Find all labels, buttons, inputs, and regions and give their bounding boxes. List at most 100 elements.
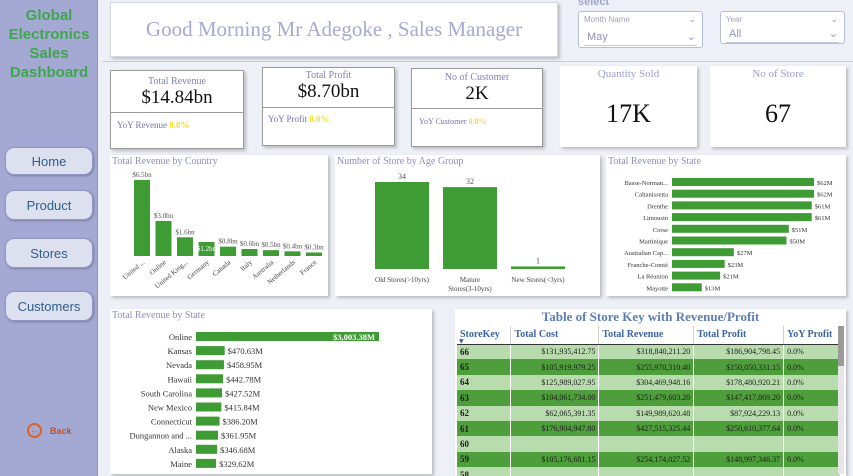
sort-desc-icon[interactable]: ▼ (459, 338, 464, 345)
category-tick-label: Italy (239, 258, 254, 273)
state-bar (672, 283, 702, 292)
table-row[interactable]: 63 $104,061,734.00 $251,479,603.20 $147,417… (457, 390, 841, 406)
chevron-down-icon[interactable]: ⌄ (686, 30, 696, 43)
state-bar (196, 346, 225, 356)
table-cell: 63 (457, 390, 512, 406)
table-cell: $62,065,391.35 (510, 405, 600, 421)
table-row[interactable]: 64 $125,989,027.95 $304,469,948.16 $178,480… (457, 374, 841, 391)
table-cell: $251,479,603.20 (598, 390, 695, 406)
year-slicer[interactable]: Year ⌄ All ⌄ (720, 11, 845, 44)
bar-data-label: 1 (536, 256, 540, 265)
greeting-text: Good Morning Mr Adegoke , Sales Manager (145, 17, 523, 41)
bar-data-label: $0.3bn (304, 243, 324, 251)
scrollbar-thumb[interactable] (838, 326, 844, 366)
bar-data-label: $470.63M (228, 346, 264, 356)
header-divider (102, 61, 853, 62)
table-cell (598, 436, 695, 452)
category-tick-label: Kansas (167, 346, 192, 356)
state-bar (672, 213, 812, 222)
state-bar (196, 332, 379, 341)
nav-customers-button[interactable]: Customers (5, 291, 93, 321)
table-row[interactable]: 66 $131,935,412.75 $318,840,211.20 $186,904… (457, 344, 841, 360)
table-cell (598, 467, 695, 476)
column-header-storekey[interactable]: StoreKey (457, 326, 512, 345)
state-bar (672, 259, 725, 268)
slicer-underline (584, 45, 697, 46)
category-tick-label: Mayotte (646, 285, 668, 292)
table-cell (693, 436, 785, 452)
state-bar (196, 430, 219, 440)
category-tick-label: La Réunion (637, 274, 668, 281)
bar-data-label: $27M (737, 250, 753, 257)
column-header-total-profit[interactable]: Total Profit (693, 326, 785, 345)
brand-line: Electronics (8, 26, 90, 43)
category-tick-label: Martinique (639, 239, 668, 246)
bar-data-label: $0.8bn (218, 238, 238, 246)
kpi-yoy-label: YoY Revenue (117, 120, 168, 130)
category-tick-label: Old Stores(>10yrs) (375, 276, 430, 284)
kpi-value: 17K (606, 99, 651, 128)
column-header-yoy-profit[interactable]: YoY Profit (783, 326, 841, 345)
category-tick-label: Connecticut (151, 417, 193, 427)
table-cell: $318,840,211.20 (598, 344, 695, 360)
category-tick-label: Basse-Norman... (624, 180, 668, 187)
column-header-total-revenue[interactable]: Total Revenue (598, 326, 695, 345)
nav-home-label: Home (31, 153, 67, 169)
month-slicer-value: May (587, 31, 608, 43)
bar-data-label: $386.20M (223, 417, 259, 427)
bar-data-label: $21M (723, 274, 739, 281)
table-cell: $149,989,620.48 (598, 405, 695, 421)
table-cell: 64 (457, 374, 512, 391)
table-cell: 0.0% (783, 359, 841, 375)
column-header-label: StoreKey (460, 329, 500, 341)
table-cell: 62 (457, 405, 512, 421)
chevron-down-icon[interactable]: ⌄ (828, 27, 838, 40)
greeting-banner: Good Morning Mr Adegoke , Sales Manager (110, 2, 558, 57)
table-cell: 58 (457, 467, 512, 476)
column-header-label: Total Revenue (602, 329, 664, 341)
table-cell: $255,970,310.40 (598, 359, 695, 375)
kpi-yoy-value: 0.0% (309, 114, 330, 124)
table-row[interactable]: 61 $176,904,947.80 $427,515,325.44 $250,610… (457, 420, 841, 437)
chart-state-svg: Basse-Norman... $62M Caltanissetta $62M Dren… (624, 178, 833, 292)
kpi-yoy: YoY Customer 0.0% (419, 117, 487, 126)
kpi-total-profit: Total Profit $8.70bn YoY Profit 0.0% (262, 67, 395, 146)
table-scrollbar[interactable] (838, 326, 844, 474)
age-group-bar (375, 182, 429, 269)
table-cell: 65 (457, 359, 512, 375)
table-row[interactable]: 65 $105,919,979.25 $255,970,310.40 $150,050… (457, 359, 841, 375)
category-tick-label: Mature (460, 276, 480, 284)
chart-age-svg: 34 32 1 Old Stores(>10yrs) MatureStores(3-10… (375, 172, 565, 293)
table-cell: $178,480,920.21 (693, 374, 785, 391)
table-row[interactable]: 62 $62,065,391.35 $149,989,620.48 $87,924,2… (457, 405, 841, 421)
table-cell: 0.0% (783, 374, 841, 391)
column-header-total-cost[interactable]: Total Cost (510, 326, 600, 345)
bar-data-label: $61M (815, 203, 831, 210)
store-table-panel: Table of Store Key with Revenue/Profit S… (455, 309, 846, 476)
table-body: 66 $131,935,412.75 $318,840,211.20 $186,904… (457, 344, 841, 476)
table-row[interactable]: 60 (457, 436, 841, 452)
country-bar (198, 241, 215, 256)
country-bar (284, 251, 301, 256)
back-label: Back (50, 425, 72, 436)
table-row[interactable]: 59 $105,176,681.15 $254,174,027.52 $148,997… (457, 451, 841, 468)
table-cell (783, 467, 841, 476)
month-slicer-caption: Month Name (584, 15, 630, 24)
table-cell: 61 (457, 420, 512, 437)
month-slicer[interactable]: Month Name ⌄ May ⌄ (578, 11, 703, 48)
table-cell: 59 (457, 451, 512, 468)
nav-home-button[interactable]: Home (5, 147, 93, 175)
nav-stores-button[interactable]: Stores (5, 238, 93, 268)
state-bar (672, 201, 812, 210)
table-header-row: StoreKey Total Cost Total Revenue Total … (457, 326, 841, 345)
select-label: select (578, 0, 610, 8)
nav-product-button[interactable]: Product (5, 190, 93, 220)
nav-product-label: Product (26, 197, 72, 213)
back-button[interactable]: ← Back (27, 423, 72, 438)
kpi-title: Quantity Sold (597, 68, 660, 80)
bar-data-label: $0.5bn (261, 241, 281, 249)
bar-data-label: $50M (790, 239, 806, 246)
kpi-total-revenue: Total Revenue $14.84bn YoY Revenue 0.0% (110, 70, 244, 149)
table-row[interactable]: 58 (457, 467, 841, 476)
kpi-divider (263, 107, 394, 108)
